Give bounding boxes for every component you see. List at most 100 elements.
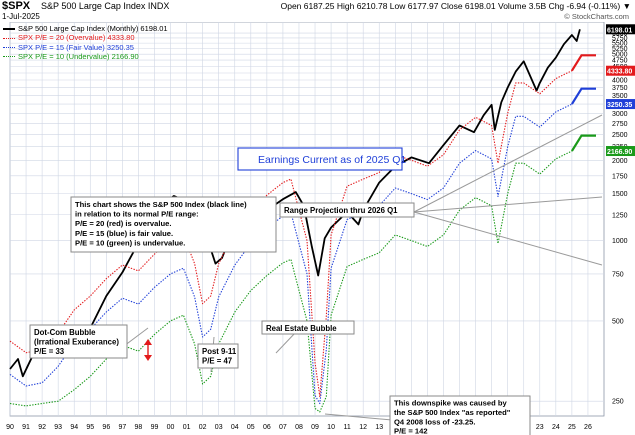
chart-gridlines	[9, 22, 605, 417]
x-tick-label: 09	[311, 424, 319, 431]
dotcom-bubble-text: Dot-Com Bubble	[34, 328, 96, 337]
explanation-text: This chart shows the S&P 500 Index (blac…	[75, 200, 247, 209]
downspike-text: This downspike was caused by	[394, 399, 507, 408]
x-tick-label: 11	[343, 424, 350, 431]
downspike-pointer	[324, 413, 393, 421]
downspike-text: Q4 2008 loss of -23.25.	[394, 417, 475, 426]
x-tick-label: 25	[568, 424, 576, 431]
x-tick-label: 91	[22, 424, 30, 431]
legend-swatch	[3, 47, 15, 49]
y-tick-label: 1250	[612, 212, 628, 219]
y-tick-label: 3500	[612, 93, 628, 100]
annotation-callouts: Earnings Current as of 2025 Q1 This chart…	[29, 114, 603, 435]
realestate-pointer	[275, 331, 297, 354]
explanation-box	[70, 196, 277, 253]
last-value-tags: 6198.01 4333.80 3250.35 2166.90	[606, 24, 635, 157]
range-projection-box	[279, 202, 415, 218]
projection-pointer-blue	[413, 196, 603, 213]
legend-swatch	[3, 27, 15, 30]
dotcom-pointer	[123, 327, 149, 347]
real-estate-bubble-text: Real Estate Bubble	[266, 324, 337, 333]
x-tick-label: 92	[38, 424, 46, 431]
y-tick-label: 3750	[612, 85, 628, 92]
x-tick-label: 06	[263, 424, 271, 431]
x-tick-label: 95	[86, 424, 94, 431]
post-911-box	[197, 343, 239, 369]
legend-label: SPX P/E = 10 (Undervalue) 2166.90	[18, 52, 139, 62]
x-tick-label: 98	[135, 424, 143, 431]
y-tick-label: 500	[612, 318, 624, 325]
dotcom-bubble-box	[29, 324, 128, 359]
y-tick-label: 5750	[612, 35, 628, 42]
real-estate-bubble-box	[261, 320, 355, 335]
legend-swatch	[3, 37, 15, 39]
dotcom-arrow-head-up	[144, 339, 152, 345]
undervalue-value-tag	[606, 146, 635, 157]
y-tick-label: 4750	[612, 58, 628, 65]
x-tick-label: 93	[54, 424, 62, 431]
explanation-text: P/E = 10 (green) is undervalue.	[75, 238, 185, 247]
x-tick-label: 04	[231, 424, 239, 431]
range-projection-text: Range Projection thru 2026 Q1	[284, 206, 398, 215]
x-tick-label: 07	[279, 424, 287, 431]
x-tick-label: 00	[167, 424, 175, 431]
x-tick-label: 12	[359, 424, 367, 431]
legend-label: S&P 500 Large Cap Index (Monthly) 6198.0…	[18, 24, 168, 33]
fair-value-tag	[606, 99, 635, 110]
x-tick-label: 24	[552, 424, 560, 431]
x-tick-label: 01	[183, 424, 191, 431]
copyright-label: © StockCharts.com	[564, 12, 629, 21]
y-tick-label: 2000	[612, 158, 628, 165]
price-series-line	[9, 29, 581, 378]
legend-entry: S&P 500 Large Cap Index (Monthly) 6198.0…	[3, 24, 168, 33]
price-value-tag-label: 6198.01	[607, 27, 632, 34]
explanation-text: P/E = 20 (red) is overvalue.	[75, 219, 171, 228]
pe-valuation-chart: 90 91 92 93 94 95 96 97 98 99 00 01 02 03 04 05 06 07 08 09…	[0, 22, 635, 435]
x-tick-label: 03	[215, 424, 223, 431]
y-tick-label: 4000	[612, 78, 628, 85]
y-tick-label: 5000	[612, 52, 628, 59]
fair-value-tag-label: 3250.35	[607, 102, 632, 109]
x-tick-label: 10	[327, 424, 335, 431]
x-tick-label: 02	[199, 424, 207, 431]
explanation-text: P/E = 15 (blue) is fair value.	[75, 229, 173, 238]
legend-swatch	[3, 56, 15, 58]
y-tick-label: 1750	[612, 173, 628, 180]
x-tick-label: 90	[6, 424, 14, 431]
y-tick-label: 1500	[612, 191, 628, 198]
y-tick-label: 1000	[612, 238, 628, 245]
legend-entry: SPX P/E = 10 (Undervalue) 2166.90	[3, 52, 168, 61]
earnings-title-box	[237, 147, 403, 171]
explanation-text: in relation to its normal P/E range:	[75, 210, 199, 219]
chart-header: $SPX S&P 500 Large Cap Index INDX Open 6…	[0, 0, 635, 22]
y-tick-label: 3000	[612, 111, 628, 118]
overvalue-projection-line	[570, 54, 596, 72]
dotcom-bubble-text: P/E = 33	[34, 347, 65, 356]
undervalue-value-tag-label: 2166.90	[607, 149, 632, 156]
dotcom-arrow-head-down	[144, 355, 152, 361]
x-tick-label: 13	[375, 424, 383, 431]
x-tick-label: 05	[247, 424, 255, 431]
legend-label: SPX P/E = 20 (Overvalue) 4333.80	[18, 33, 135, 43]
index-name-label: S&P 500 Large Cap Index INDX	[41, 1, 170, 11]
x-tick-label: 08	[295, 424, 303, 431]
legend-entry: SPX P/E = 20 (Overvalue) 4333.80	[3, 33, 168, 42]
earnings-title-text: Earnings Current as of 2025 Q1	[258, 154, 406, 166]
y-tick-label: 2750	[612, 121, 628, 128]
downspike-text: the S&P 500 Index "as reported"	[394, 408, 511, 417]
symbol-label: $SPX	[2, 0, 31, 12]
overvalue-series-line	[9, 70, 573, 398]
post-911-text: P/E = 47	[202, 356, 232, 365]
downspike-box	[389, 395, 531, 435]
x-tick-label: 94	[70, 424, 78, 431]
fair-projection-line	[570, 87, 596, 105]
undervalue-projection-line	[570, 134, 596, 152]
x-tick-label: 26	[584, 424, 592, 431]
x-tick-label: 99	[151, 424, 159, 431]
overvalue-value-tag-label: 4333.80	[607, 69, 632, 76]
downspike-text: P/E = 142	[394, 427, 428, 435]
y-tick-label: 2500	[612, 132, 628, 139]
overvalue-value-tag	[606, 65, 635, 76]
projection-pointer-red	[413, 114, 603, 213]
legend-entry: SPX P/E = 15 (Fair Value) 3250.35	[3, 43, 168, 52]
